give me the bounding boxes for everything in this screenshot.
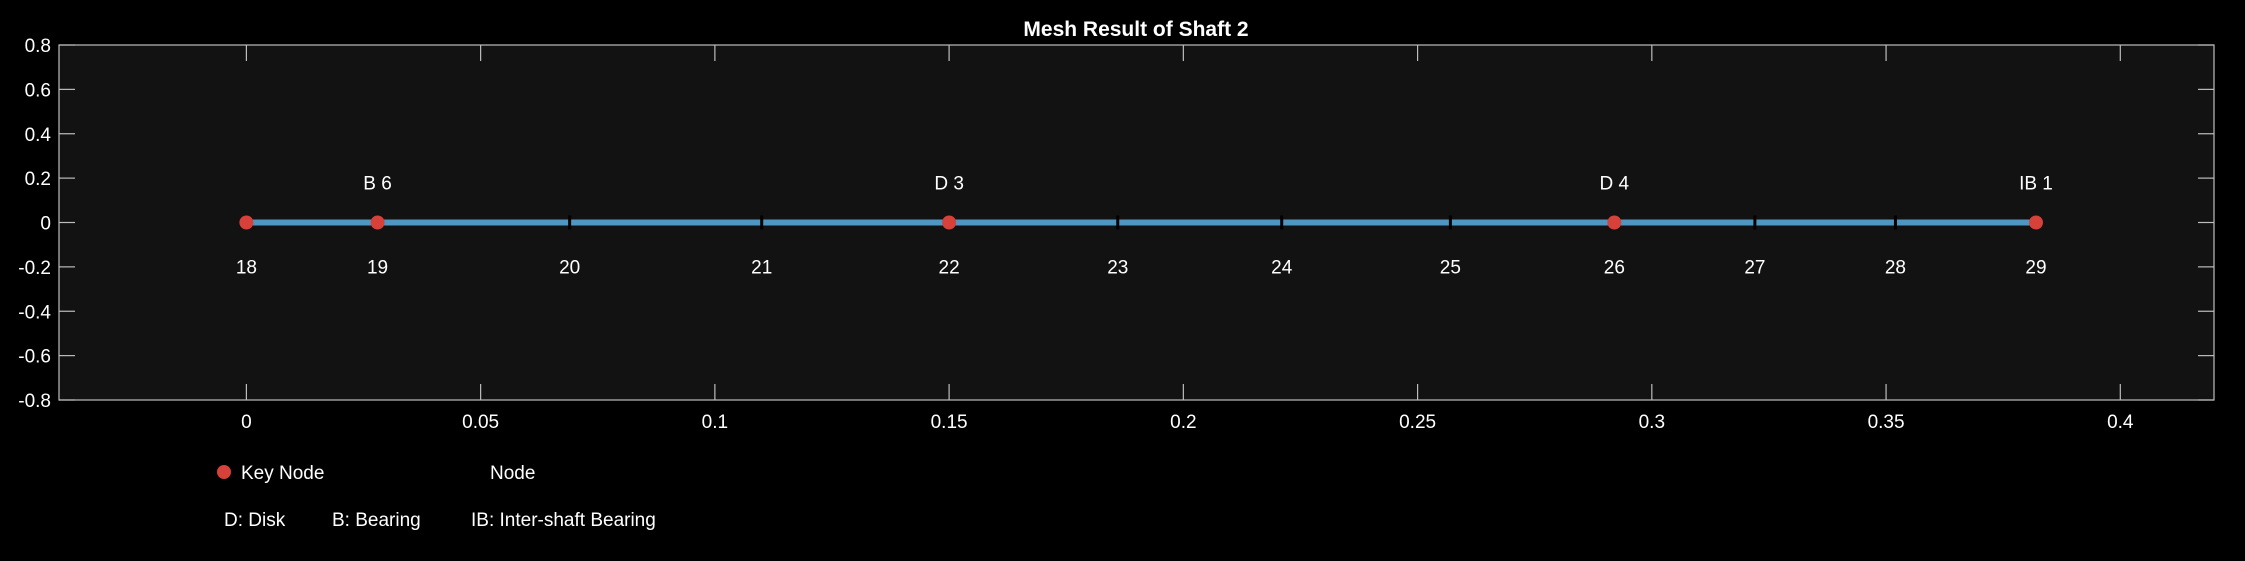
y-tick-label: -0.6 xyxy=(18,347,51,368)
y-tick-label: 0 xyxy=(40,214,51,235)
y-tick-label: -0.2 xyxy=(18,258,51,279)
key-node-22 xyxy=(942,215,957,230)
legend-note-inter-shaft-bearing: IB: Inter-shaft Bearing xyxy=(471,510,656,531)
node-label-27: 27 xyxy=(1744,258,1765,279)
chart-title: Mesh Result of Shaft 2 xyxy=(1023,18,1248,41)
x-tick-label: 0.15 xyxy=(931,412,968,433)
node-label-23: 23 xyxy=(1107,258,1128,279)
node-label-24: 24 xyxy=(1271,258,1293,279)
legend-note-disk: D: Disk xyxy=(224,510,286,531)
key-node-18 xyxy=(239,215,254,230)
key-node-29 xyxy=(2028,215,2043,230)
annotation-label: IB 1 xyxy=(2019,174,2053,195)
y-tick-label: 0.6 xyxy=(25,80,51,101)
y-tick-label: 0.4 xyxy=(25,125,52,146)
y-tick-label: 0.8 xyxy=(25,36,51,57)
axes-frame xyxy=(58,44,2215,401)
annotation-label: D 4 xyxy=(1600,174,1630,195)
annotation-label: D 3 xyxy=(934,174,964,195)
x-tick-label: 0.3 xyxy=(1639,412,1665,433)
node-label-25: 25 xyxy=(1440,258,1461,279)
node-label-28: 28 xyxy=(1885,258,1906,279)
component-annotations: B 6 D 3 D 4 IB 1 xyxy=(363,174,2053,195)
x-tick-label: 0.35 xyxy=(1868,412,1905,433)
x-tick-label: 0.05 xyxy=(462,412,499,433)
node-label-21: 21 xyxy=(751,258,772,279)
node-label-29: 29 xyxy=(2025,258,2046,279)
key-node-19 xyxy=(370,215,385,230)
y-tick-label: -0.8 xyxy=(18,391,51,412)
x-tick-label: 0.2 xyxy=(1170,412,1196,433)
x-tick-label: 0 xyxy=(241,412,252,433)
y-tick-label: 0.2 xyxy=(25,169,51,190)
legend-node-label: Node xyxy=(490,463,535,484)
x-tick-label: 0.4 xyxy=(2107,412,2134,433)
key-node-26 xyxy=(1607,215,1622,230)
legend-key-node-marker xyxy=(217,465,231,479)
node-label-20: 20 xyxy=(559,258,580,279)
legend-note-bearing: B: Bearing xyxy=(332,510,421,531)
legend-key-node-label: Key Node xyxy=(241,463,324,484)
legend: Key Node Node D: Disk B: Bearing IB: Int… xyxy=(217,463,656,531)
node-label-18: 18 xyxy=(236,258,257,279)
x-tick-labels: 0 0.05 0.1 0.15 0.2 0.25 0.3 0.35 0.4 xyxy=(241,412,2134,433)
node-labels: 18 19 20 21 22 23 24 25 26 27 28 29 xyxy=(236,258,2047,279)
node-label-26: 26 xyxy=(1604,258,1625,279)
y-tick-label: -0.4 xyxy=(18,302,51,323)
shaft-layer xyxy=(239,215,2043,230)
node-label-19: 19 xyxy=(367,258,388,279)
x-tick-label: 0.25 xyxy=(1399,412,1436,433)
annotation-label: B 6 xyxy=(363,174,392,195)
x-tick-label: 0.1 xyxy=(702,412,728,433)
node-label-22: 22 xyxy=(939,258,960,279)
y-tick-labels: 0.8 0.6 0.4 0.2 0 -0.2 -0.4 -0.6 -0.8 xyxy=(18,36,51,412)
